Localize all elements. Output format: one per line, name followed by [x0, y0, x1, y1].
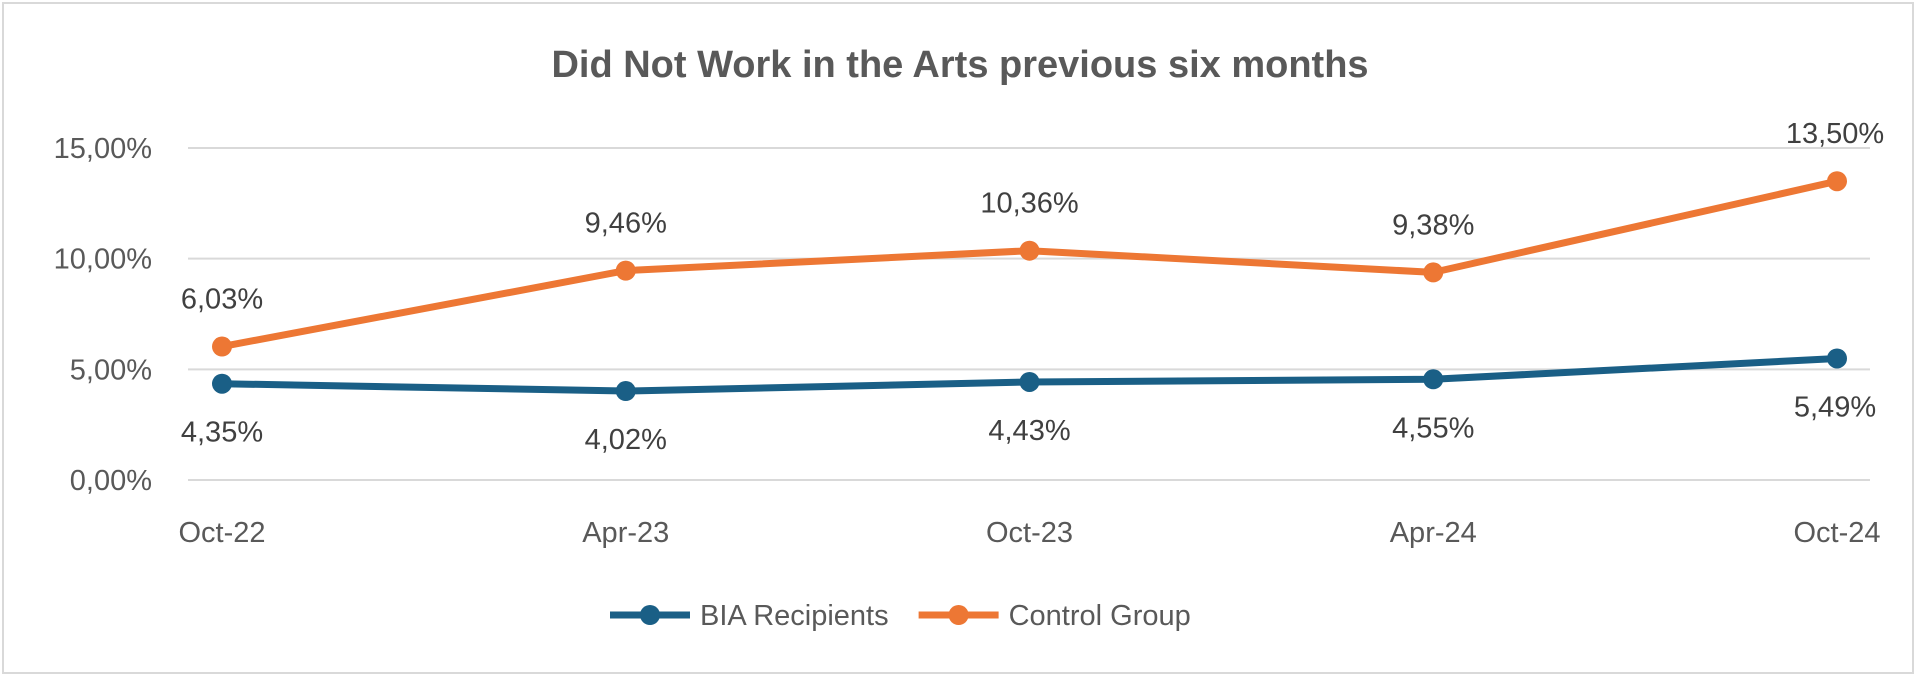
data-point: [1423, 262, 1444, 283]
chart-title: Did Not Work in the Arts previous six mo…: [551, 44, 1368, 86]
data-point: [212, 373, 232, 394]
legend-label: Control Group: [1009, 600, 1191, 632]
data-label: 4,55%: [1392, 412, 1474, 444]
data-label: 4,35%: [181, 417, 263, 449]
data-label: 5,49%: [1794, 391, 1876, 423]
x-tick-label: Oct-22: [178, 517, 265, 549]
x-tick-label: Apr-23: [582, 517, 669, 549]
data-label: 4,02%: [585, 424, 667, 456]
legend-marker: [948, 605, 969, 625]
data-point: [1019, 240, 1040, 261]
data-label: 6,03%: [181, 284, 263, 316]
data-label: 10,36%: [980, 188, 1078, 220]
legend-label: BIA Recipients: [700, 600, 889, 632]
data-label: 4,43%: [988, 415, 1070, 447]
x-tick-label: Apr-24: [1390, 517, 1477, 549]
data-label: 9,46%: [585, 208, 667, 240]
data-label: 9,38%: [1392, 209, 1474, 241]
data-point: [615, 381, 636, 402]
x-tick-label: Oct-24: [1793, 517, 1880, 549]
x-tick-label: Oct-23: [986, 517, 1073, 549]
data-point: [615, 260, 636, 281]
data-point: [212, 336, 232, 357]
data-label: 13,50%: [1786, 118, 1884, 150]
legend-marker: [640, 605, 660, 625]
data-point: [1827, 348, 1847, 369]
data-point: [1423, 369, 1444, 390]
y-tick-label: 15,00%: [54, 133, 152, 165]
y-tick-label: 0,00%: [70, 465, 152, 497]
data-point: [1019, 371, 1040, 392]
y-tick-label: 5,00%: [70, 354, 152, 386]
data-point: [1827, 171, 1847, 192]
y-tick-label: 10,00%: [54, 244, 152, 276]
